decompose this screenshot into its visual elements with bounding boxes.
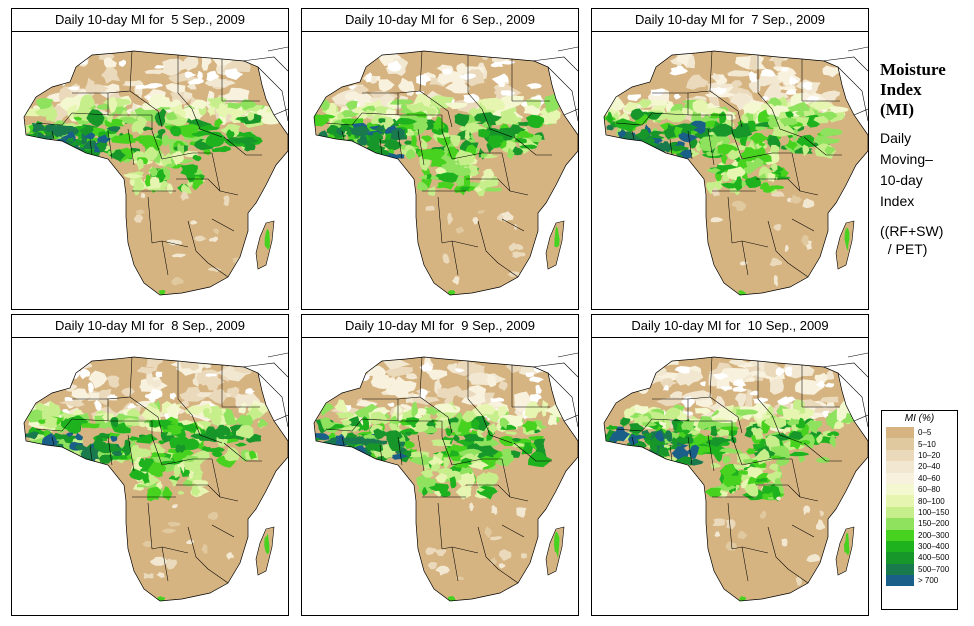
legend-item: 400–500: [882, 552, 957, 564]
legend-label: > 700: [918, 576, 939, 586]
legend-swatch: [886, 461, 914, 473]
legend-swatch: [886, 483, 914, 496]
legend-swatch: [886, 472, 914, 484]
legend-item: 5–10: [882, 438, 957, 450]
legend-title: MI (%): [904, 413, 935, 424]
africa-map: [23, 46, 288, 296]
index-description: Daily Moving– 10-day Index: [880, 130, 933, 209]
map-panel: Daily 10-day MI for 7 Sep., 2009: [591, 8, 869, 310]
africa-map: [313, 352, 578, 602]
legend-item: 300–400: [882, 540, 957, 553]
legend-item: > 700: [882, 575, 957, 587]
map-panel: Daily 10-day MI for 9 Sep., 2009: [301, 314, 579, 616]
side-description: Moisture Index (MI) Daily Moving– 10-day…: [880, 60, 972, 258]
legend-swatch: [886, 506, 914, 519]
legend-swatch: [886, 563, 914, 576]
legend-swatch: [886, 427, 914, 439]
legend-item: 0–5: [882, 427, 957, 439]
africa-map: [603, 46, 868, 296]
legend-item: 500–700: [882, 563, 957, 576]
legend-item: 200–300: [882, 529, 957, 541]
legend-swatch: [886, 495, 914, 507]
index-formula: ((RF+SW) / PET): [880, 223, 944, 257]
legend-label: 0–5: [918, 428, 932, 438]
legend-item: 60–80: [882, 483, 957, 496]
africa-map: [313, 46, 578, 296]
panel-title: Daily 10-day MI for 8 Sep., 2009: [12, 315, 288, 338]
africa-map: [23, 352, 288, 602]
legend-swatch: [886, 438, 914, 450]
legend-item: 10–20: [882, 449, 957, 462]
legend-item: 100–150: [882, 506, 957, 519]
map-panel: Daily 10-day MI for 6 Sep., 2009: [301, 8, 579, 310]
legend-swatch: [886, 552, 914, 564]
legend-swatch: [886, 575, 914, 587]
africa-map: [603, 352, 868, 602]
panel-title: Daily 10-day MI for 10 Sep., 2009: [592, 315, 868, 338]
moisture-index-title: Moisture Index (MI): [880, 60, 946, 119]
legend-label: 20–40: [918, 462, 941, 472]
map-panel: Daily 10-day MI for 10 Sep., 2009: [591, 314, 869, 616]
color-legend: MI (%) 0–5 5–10 10–20 20–40 40–60 60–80 80–100…: [881, 410, 958, 610]
legend-label: 10–20: [918, 450, 941, 460]
legend-label: 5–10: [918, 439, 936, 449]
legend-swatch: [886, 518, 914, 530]
legend-swatch: [886, 529, 914, 541]
map-panel: Daily 10-day MI for 8 Sep., 2009: [11, 314, 289, 616]
legend-swatch: [886, 449, 914, 462]
legend-item: 20–40: [882, 461, 957, 473]
legend-swatch: [886, 540, 914, 553]
legend-item: 80–100: [882, 495, 957, 507]
map-panel: Daily 10-day MI for 5 Sep., 2009: [11, 8, 289, 310]
legend-label: 100–150: [918, 507, 950, 517]
legend-item: 150–200: [882, 518, 957, 530]
panel-title: Daily 10-day MI for 7 Sep., 2009: [592, 9, 868, 32]
panel-title: Daily 10-day MI for 9 Sep., 2009: [302, 315, 578, 338]
legend-label: 500–700: [918, 564, 950, 574]
legend-label: 400–500: [918, 553, 950, 563]
legend-label: 300–400: [918, 542, 950, 552]
legend-label: 40–60: [918, 473, 941, 483]
panel-title: Daily 10-day MI for 5 Sep., 2009: [12, 9, 288, 32]
panel-title: Daily 10-day MI for 6 Sep., 2009: [302, 9, 578, 32]
legend-label: 60–80: [918, 485, 941, 495]
legend-label: 200–300: [918, 530, 950, 540]
legend-item: 40–60: [882, 472, 957, 484]
legend-label: 80–100: [918, 496, 945, 506]
legend-label: 150–200: [918, 519, 950, 529]
